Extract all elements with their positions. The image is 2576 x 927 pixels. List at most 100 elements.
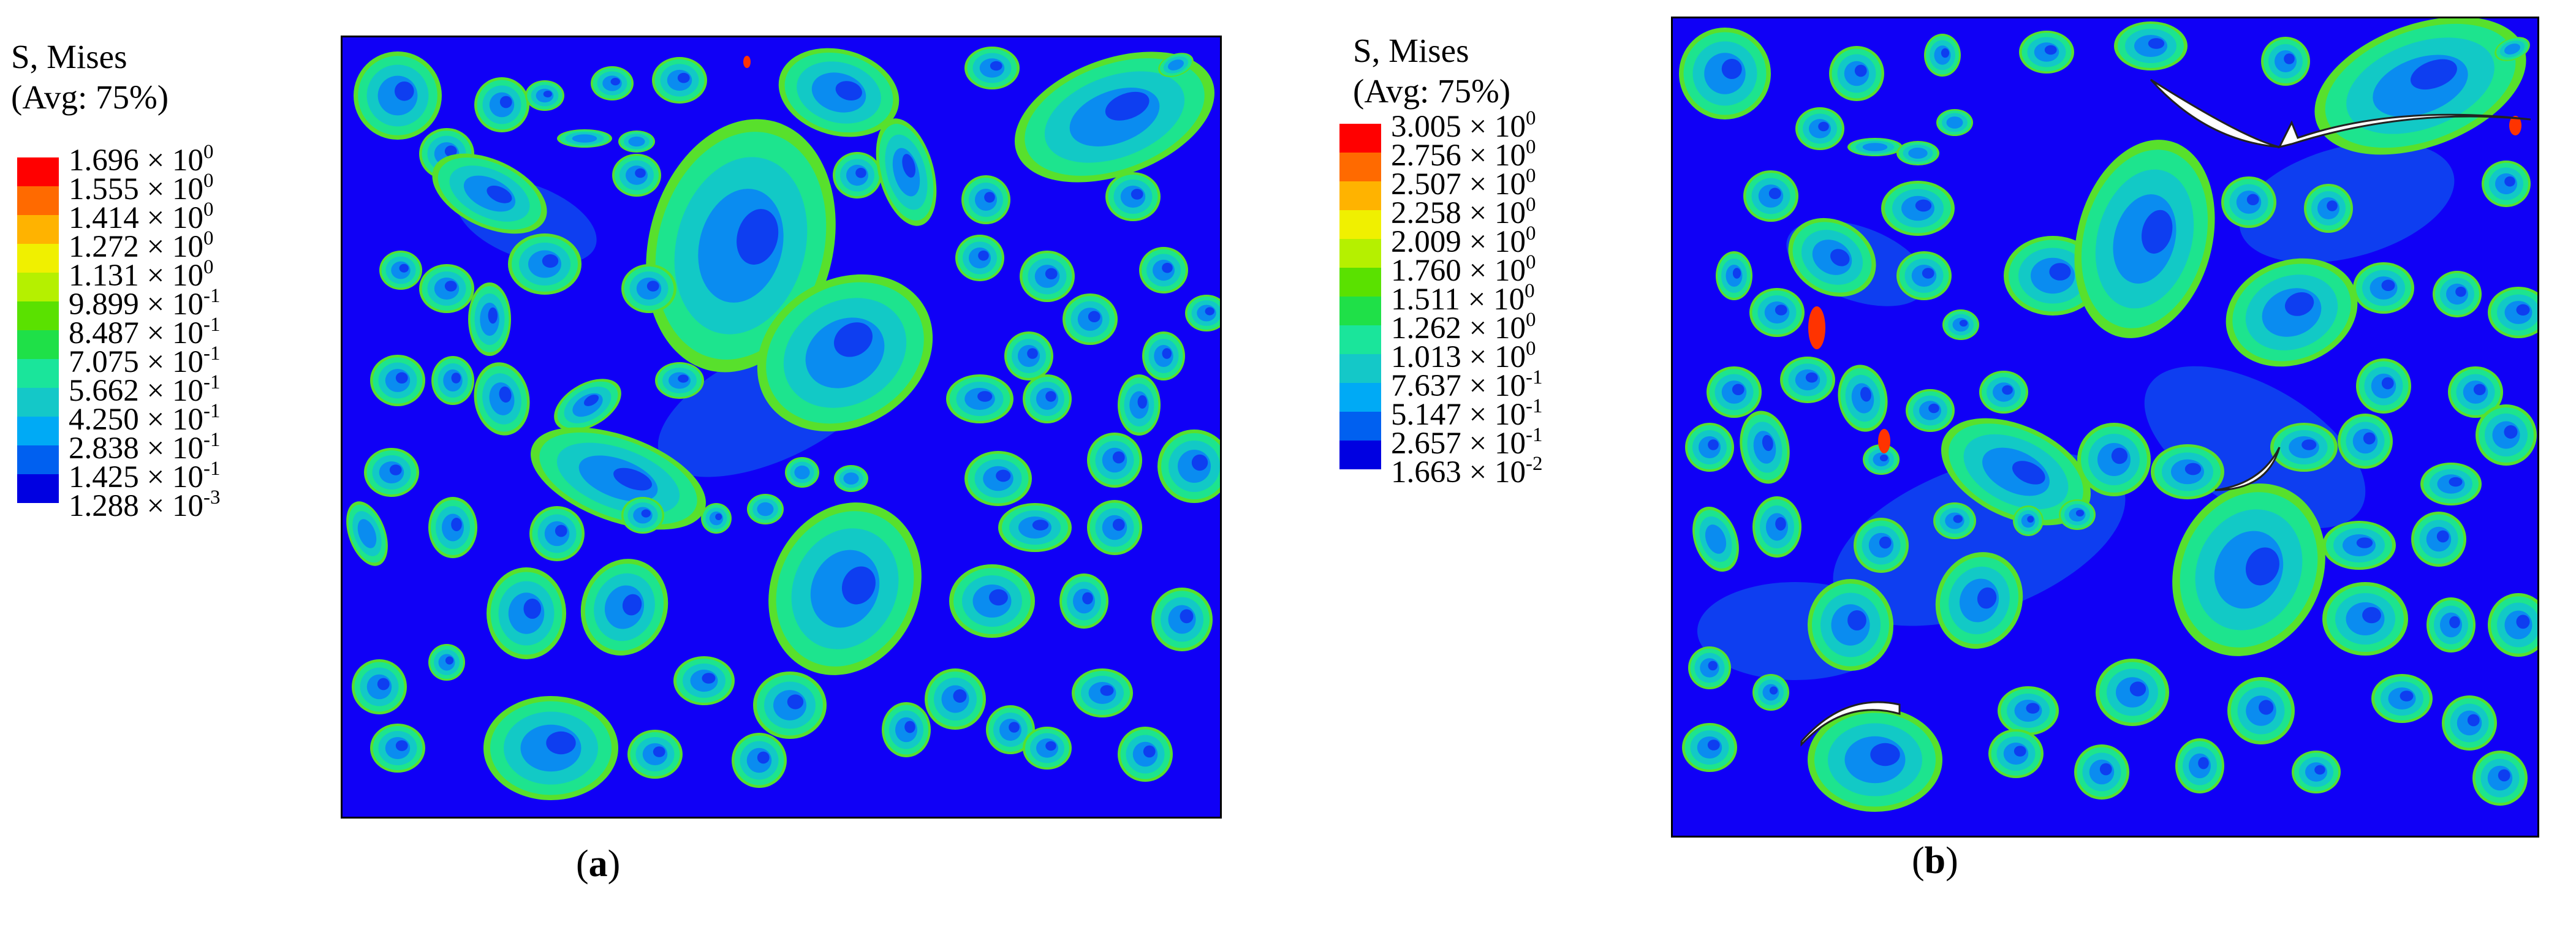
aggregate-particle: [2420, 463, 2482, 505]
aggregate-particle: [1829, 46, 1884, 101]
aggregate-particle: [627, 730, 683, 779]
aggregate-particle: [2488, 287, 2537, 338]
aggregate-particle: [1023, 374, 1072, 423]
aggregate-particle: [655, 362, 704, 399]
aggregate-particle: [2019, 31, 2074, 74]
aggregate-particle: [2495, 37, 2530, 61]
aggregate-particle: [621, 264, 676, 313]
aggregate-particle: [2151, 444, 2224, 499]
aggregate-particle: [986, 705, 1035, 754]
aggregate-particle: [2227, 677, 2295, 744]
legend-value-label: 1.288 × 10-3: [69, 486, 221, 523]
aggregate-particle: [432, 153, 547, 234]
aggregate-particle: [2221, 176, 2276, 228]
aggregate-particle: [557, 129, 612, 148]
aggregate-particle: [364, 448, 419, 497]
stress-contour-plot: [341, 36, 1222, 819]
aggregate-particle: [1881, 181, 1955, 236]
legend-swatch: [17, 157, 59, 186]
legend-swatch: [1339, 181, 1381, 210]
aggregate-particle: [1780, 357, 1835, 403]
aggregate-particle: [1087, 500, 1142, 555]
aggregate-particle: [1059, 573, 1108, 629]
aggregate-particle: [2304, 184, 2353, 233]
legend-value-label: 1.013 × 100: [1391, 338, 1536, 374]
stress-contour-plot: [1671, 17, 2539, 838]
legend-title-line1: S, Mises: [1353, 32, 1469, 69]
aggregate-particle: [1157, 429, 1220, 503]
aggregate-particle: [2442, 695, 2497, 751]
aggregate-particle: [1118, 374, 1161, 436]
legend-swatch: [1339, 268, 1381, 297]
legend-swatch: [17, 301, 59, 330]
aggregate-particle: [346, 501, 388, 566]
aggregate-particle: [2114, 21, 2188, 70]
aggregate-particle: [1808, 579, 1893, 671]
aggregate-particle: [673, 656, 735, 705]
aggregate-particle: [591, 66, 634, 100]
legend-value-label: 4.250 × 10-1: [69, 400, 221, 437]
legend-value-label: 2.258 × 100: [1391, 194, 1536, 230]
aggregate-particle: [1998, 686, 2059, 735]
aggregate-particle: [474, 77, 529, 132]
aggregate-particle: [2077, 423, 2151, 496]
aggregate-particle: [1185, 295, 1220, 331]
legend-swatch: [1339, 239, 1381, 268]
legend-swatch: [17, 186, 59, 215]
aggregate-particle: [1743, 170, 1798, 222]
aggregate-particle: [785, 457, 819, 488]
caption-close: ): [607, 843, 621, 885]
aggregate-particle: [2433, 271, 2482, 317]
legend-swatch: [17, 388, 59, 417]
aggregate-particle: [998, 503, 1072, 552]
panel-a: S, Mises (Avg: 75%) 1.696 × 100 1.555 × 1…: [0, 0, 1287, 927]
legend-color-scale: 3.005 × 100 2.756 × 100 2.507 × 100 2.258 ×…: [1339, 108, 1640, 521]
legend-value-label: 1.760 × 100: [1391, 251, 1536, 288]
aggregate-particle: [1838, 365, 1888, 432]
legend-title-line2: (Avg: 75%): [11, 78, 169, 116]
aggregate-particle: [882, 702, 931, 757]
legend-swatch: [1339, 153, 1381, 181]
aggregate-particle: [1936, 109, 1973, 136]
aggregate-particle: [370, 724, 425, 773]
aggregate-particle: [2338, 414, 2393, 469]
caption-open: (: [576, 843, 589, 885]
legend-color-scale: 1.696 × 100 1.555 × 100 1.414 × 100 1.272 ×…: [17, 142, 324, 554]
panel-caption: (a): [576, 842, 620, 886]
aggregate-particle: [768, 502, 922, 675]
legend-swatch: [17, 244, 59, 273]
legend-value-label: 1.414 × 100: [69, 199, 214, 235]
legend-swatch: [1339, 124, 1381, 153]
stress-concentration: [2509, 116, 2521, 135]
aggregate-particle: [379, 251, 422, 290]
legend-value-label: 1.511 × 100: [1391, 280, 1535, 317]
legend-value-label: 9.899 × 10-1: [69, 285, 221, 322]
aggregate-particle: [2371, 674, 2433, 723]
crack-path: [2278, 113, 2531, 149]
legend-value-label: 1.131 × 100: [69, 256, 214, 293]
aggregate-particle: [949, 564, 1035, 638]
legend-value-label: 2.009 × 100: [1391, 222, 1536, 259]
aggregate-particle: [2172, 483, 2325, 656]
legend-value-label: 1.696 × 100: [69, 141, 214, 178]
aggregate-particle: [747, 494, 784, 524]
caption-letter: a: [588, 843, 608, 885]
aggregate-particle: [925, 668, 986, 730]
aggregate-particle: [1682, 723, 1737, 772]
aggregate-particle: [955, 235, 1004, 281]
aggregate-particle: [2059, 499, 2096, 530]
aggregate-particle: [946, 374, 1013, 423]
legend-swatch: [17, 359, 59, 388]
legend-swatch: [17, 273, 59, 301]
aggregate-particle: [757, 274, 933, 432]
aggregate-particle: [2448, 366, 2503, 418]
legend-swatch: [1339, 325, 1381, 354]
aggregate-particle: [370, 355, 425, 406]
aggregate-particle: [2226, 258, 2358, 367]
aggregate-particle: [2292, 751, 2341, 793]
aggregate-particle: [876, 118, 937, 226]
legend-value-label: 2.838 × 10-1: [69, 429, 221, 466]
aggregate-particle: [1020, 251, 1075, 302]
aggregate-particle: [2426, 597, 2476, 653]
aggregate-particle: [580, 559, 669, 656]
